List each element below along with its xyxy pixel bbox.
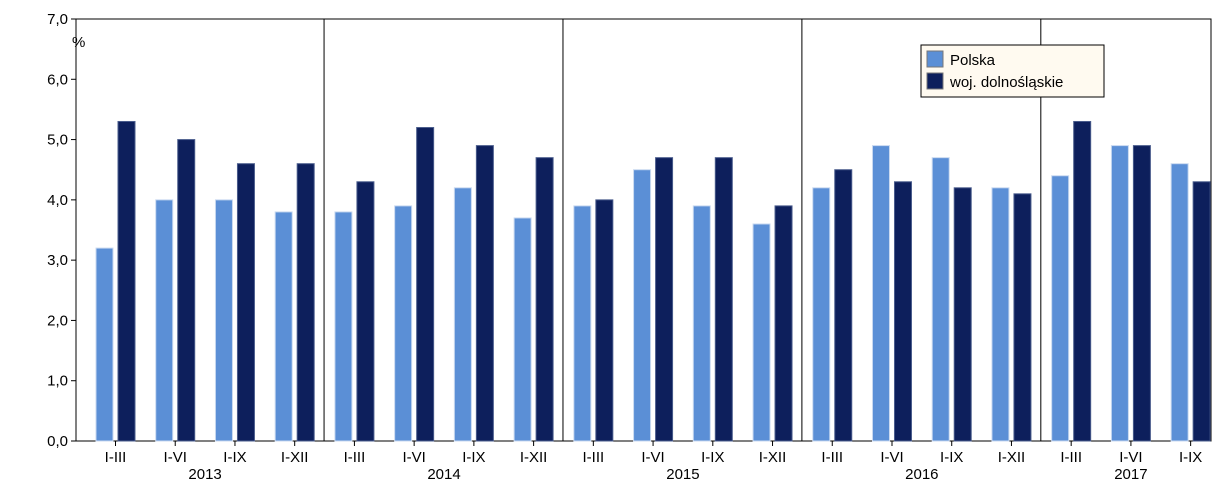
- x-tick-label: I-III: [583, 449, 605, 466]
- bar-dolnoslaskie: [356, 181, 375, 442]
- bar-polska: [513, 217, 532, 442]
- legend-label: Polska: [950, 52, 996, 69]
- bar-polska: [633, 169, 652, 442]
- x-tick-label: I-IX: [462, 449, 485, 466]
- bar-dolnoslaskie: [535, 157, 554, 442]
- bar-dolnoslaskie: [117, 120, 136, 442]
- y-tick-label: 4,0: [47, 192, 68, 209]
- x-tick-label: I-XII: [520, 449, 548, 466]
- bar-dolnoslaskie: [1192, 181, 1211, 442]
- legend: Polska woj. dolnośląskie: [920, 44, 1105, 98]
- bar-polska: [573, 205, 592, 442]
- unit-label: %: [72, 34, 85, 51]
- bar-dolnoslaskie: [595, 199, 614, 442]
- y-tick-label: 7,0: [47, 11, 68, 28]
- bar-polska: [692, 205, 711, 442]
- bar-polska: [812, 187, 831, 442]
- bar-dolnoslaskie: [774, 205, 793, 442]
- x-tick-label: I-VI: [164, 449, 187, 466]
- bar-dolnoslaskie: [475, 145, 494, 442]
- bar-dolnoslaskie: [834, 169, 853, 442]
- x-tick-label: I-VI: [641, 449, 664, 466]
- y-tick-label: 3,0: [47, 252, 68, 269]
- bar-dolnoslaskie: [714, 157, 733, 442]
- bar-dolnoslaskie: [1073, 120, 1092, 442]
- bar-polska: [274, 211, 293, 442]
- legend-swatch: [926, 72, 944, 90]
- bar-polska: [334, 211, 353, 442]
- x-tick-label: I-VI: [880, 449, 903, 466]
- legend-box: [920, 44, 1105, 98]
- chart-labels: 0,0 1,0 2,0 3,0 4,0 5,0 6,0 7,0 2013 2014 2015 2016…: [47, 11, 1202, 483]
- x-tick-label: I-VI: [402, 449, 425, 466]
- bar-polska: [871, 145, 890, 442]
- bar-dolnoslaskie: [893, 181, 912, 442]
- x-tick-label: I-IX: [701, 449, 724, 466]
- x-tick-label: I-VI: [1119, 449, 1142, 466]
- bar-polska: [1110, 145, 1129, 442]
- year-label: 2016: [905, 466, 938, 483]
- bar-dolnoslaskie: [953, 187, 972, 442]
- bar-polska: [752, 223, 771, 442]
- bar-dolnoslaskie: [236, 163, 255, 442]
- bar-dolnoslaskie: [177, 139, 196, 442]
- x-tick-label: I-XII: [281, 449, 309, 466]
- x-tick-label: I-IX: [223, 449, 246, 466]
- x-tick-label: I-III: [105, 449, 127, 466]
- x-tick-label: I-IX: [1179, 449, 1202, 466]
- x-tick-label: I-III: [1060, 449, 1082, 466]
- y-tick-label: 6,0: [47, 71, 68, 88]
- x-tick-label: I-IX: [940, 449, 963, 466]
- year-label: 2015: [666, 466, 699, 483]
- bar-polska: [1051, 175, 1070, 442]
- year-label: 2017: [1114, 466, 1147, 483]
- y-tick-label: 2,0: [47, 312, 68, 329]
- year-label: 2014: [427, 466, 460, 483]
- x-tick-label: I-XII: [759, 449, 787, 466]
- bar-polska: [155, 199, 174, 442]
- x-tick-label: I-III: [821, 449, 843, 466]
- bar-polska: [214, 199, 233, 442]
- year-label: 2013: [188, 466, 221, 483]
- y-tick-label: 1,0: [47, 373, 68, 390]
- bar-polska: [394, 205, 413, 442]
- x-tick-label: I-XII: [998, 449, 1026, 466]
- bar-polska: [1170, 163, 1189, 442]
- y-tick-label: 0,0: [47, 433, 68, 450]
- bar-polska: [991, 187, 1010, 442]
- bar-dolnoslaskie: [655, 157, 674, 442]
- bar-dolnoslaskie: [1132, 145, 1151, 442]
- bar-polska: [931, 157, 950, 442]
- legend-label: woj. dolnośląskie: [949, 74, 1063, 91]
- bar-dolnoslaskie: [416, 127, 435, 442]
- bar-polska: [95, 247, 114, 442]
- bar-dolnoslaskie: [296, 163, 315, 442]
- bar-dolnoslaskie: [1013, 193, 1032, 442]
- y-tick-label: 5,0: [47, 132, 68, 149]
- legend-swatch: [926, 50, 944, 68]
- chart-bars: [95, 120, 1211, 442]
- bar-polska: [453, 187, 472, 442]
- x-tick-label: I-III: [344, 449, 366, 466]
